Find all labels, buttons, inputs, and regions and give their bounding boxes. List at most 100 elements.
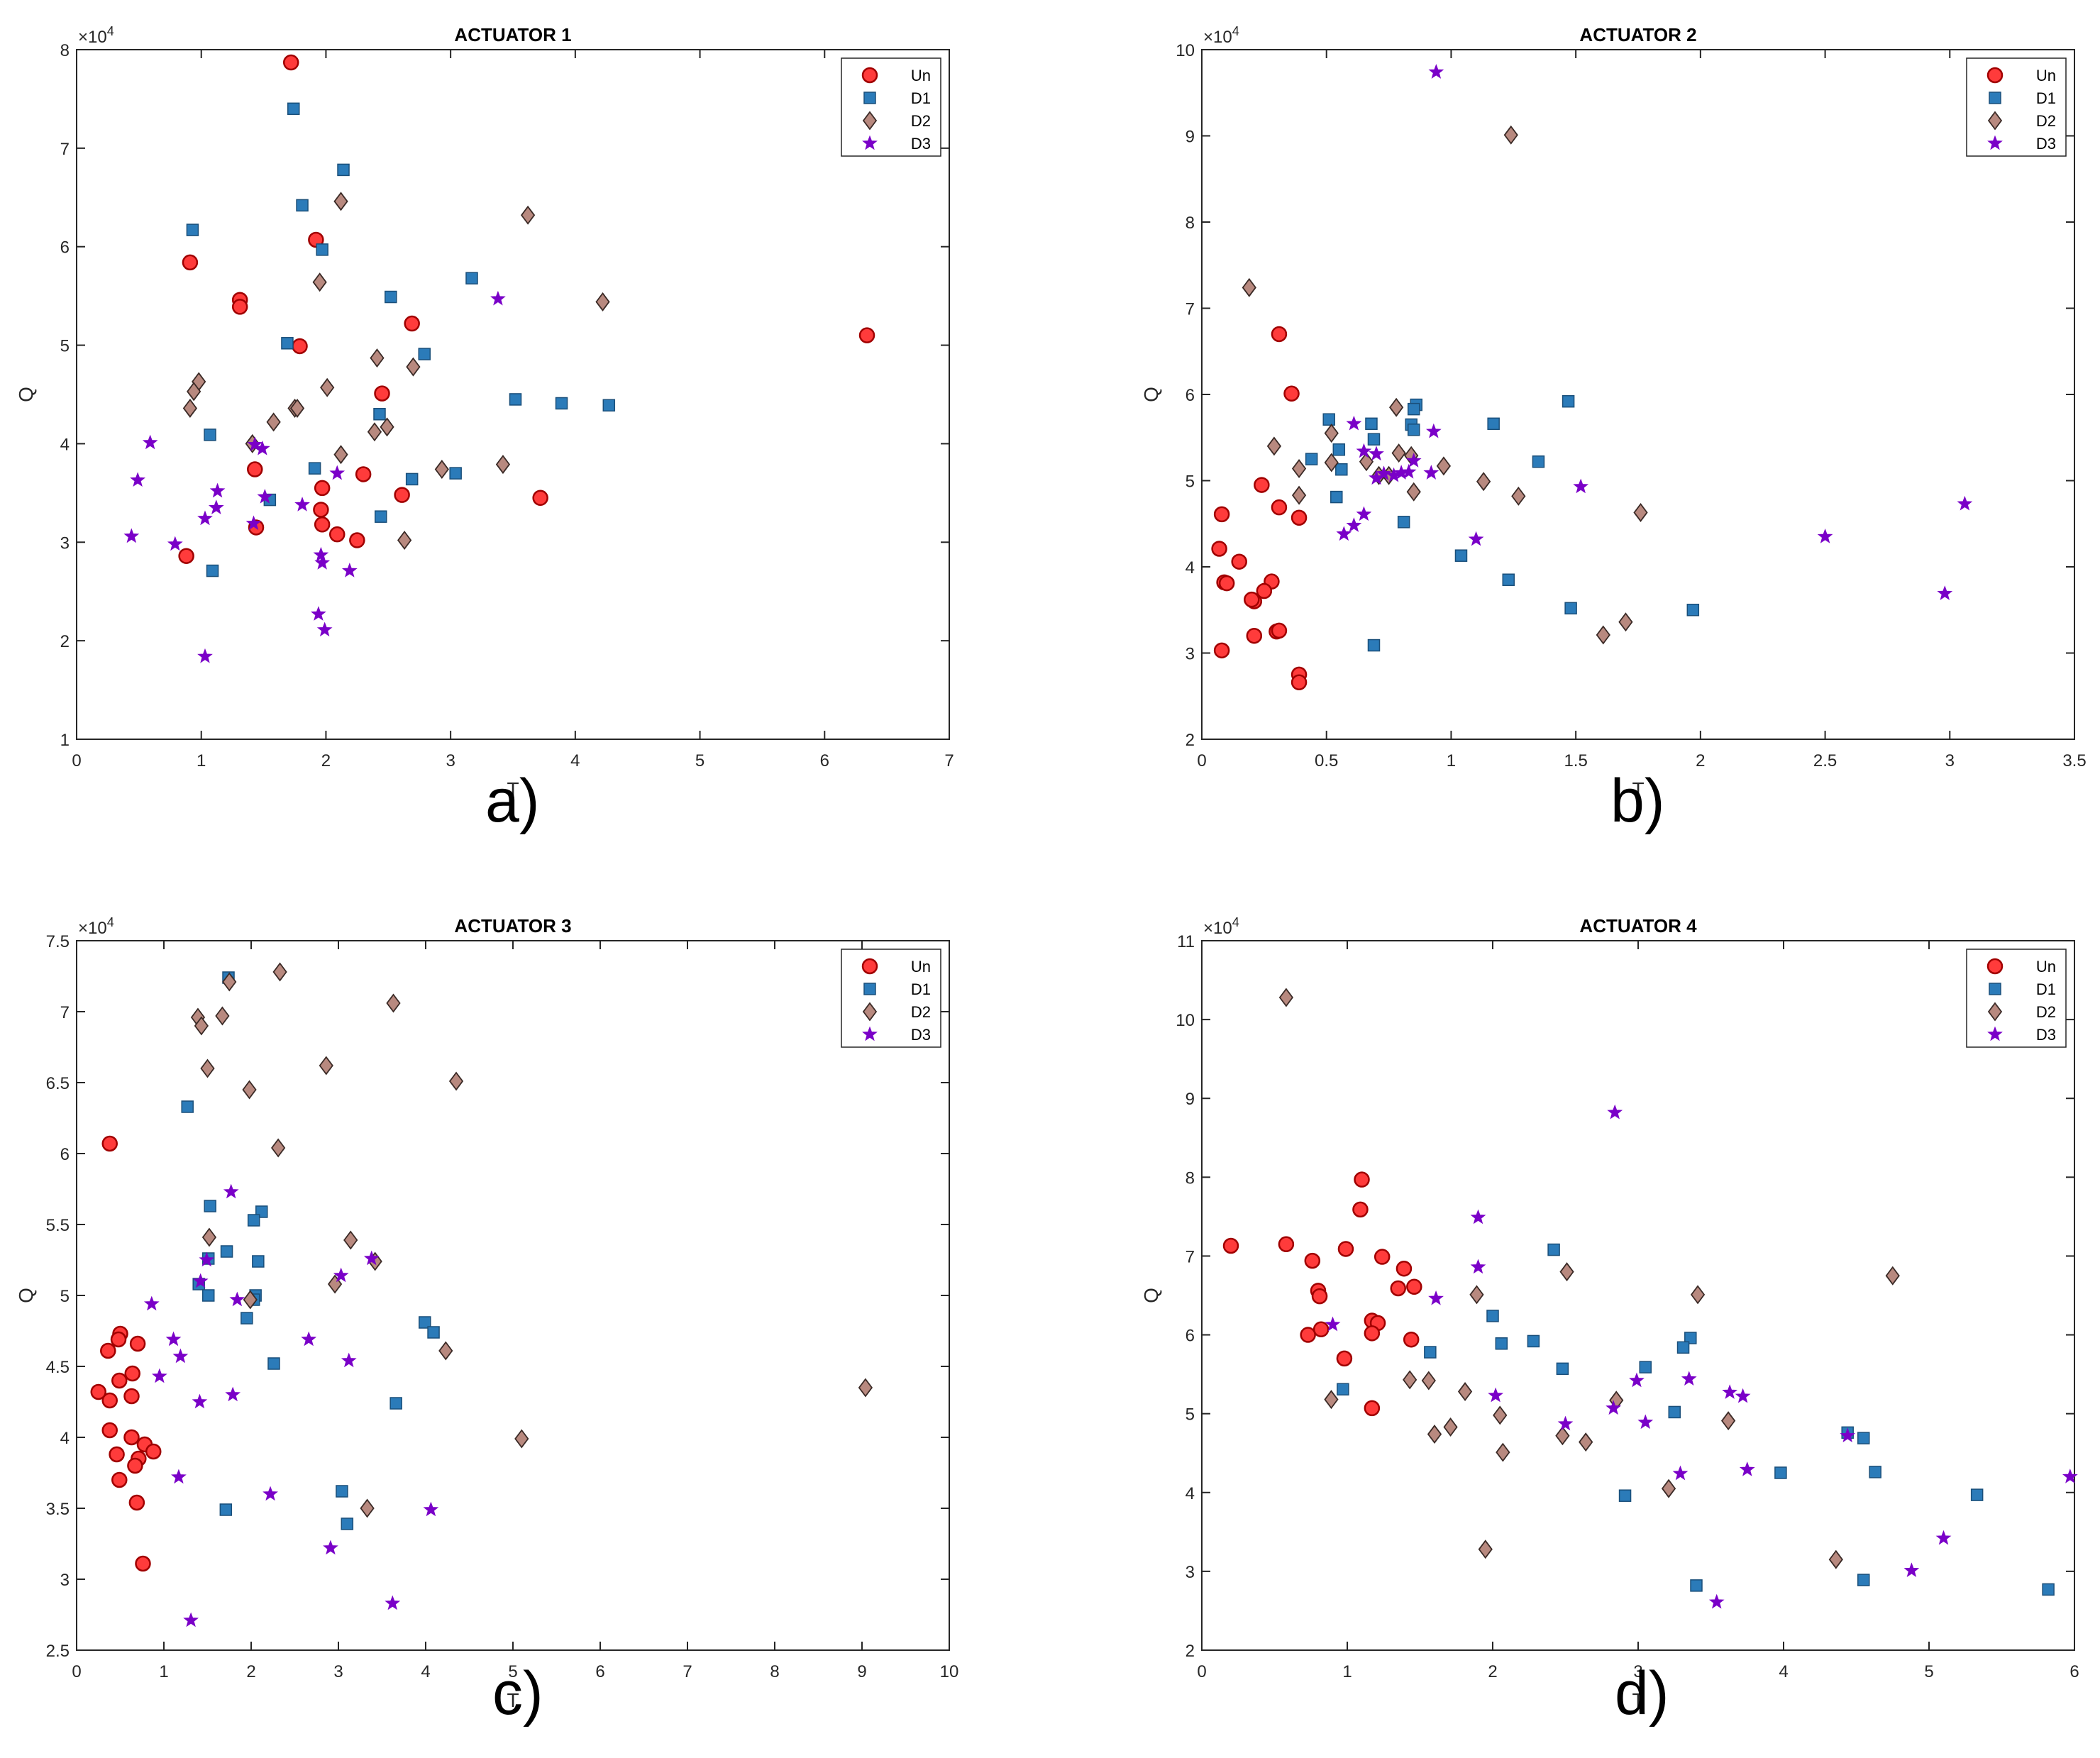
x-tick-label: 1 (159, 1662, 168, 1681)
data-point (110, 1331, 127, 1348)
data-point (1496, 1442, 1510, 1462)
data-point (1322, 413, 1335, 426)
data-point (1555, 1426, 1570, 1446)
data-point (1406, 482, 1421, 502)
data-point (1424, 1346, 1437, 1359)
legend-label: D2 (911, 112, 931, 130)
data-point (252, 1255, 265, 1268)
data-point (1403, 1331, 1420, 1348)
legend-marker-D3 (1987, 135, 2003, 150)
series-D3 (123, 290, 506, 663)
data-point (1354, 1171, 1370, 1188)
data-point (209, 482, 226, 498)
y-tick-label: 6 (60, 238, 70, 258)
legend-label: D3 (911, 1026, 931, 1044)
legend-marker-D1 (863, 92, 876, 104)
data-point (394, 487, 410, 503)
y-tick-label: 3 (60, 1571, 70, 1590)
data-point (1428, 1290, 1444, 1305)
x-tick-label: 0 (72, 751, 81, 770)
data-point (1278, 1236, 1295, 1253)
data-point (333, 1267, 349, 1283)
data-point (1618, 612, 1633, 632)
legend-label: D3 (2036, 1026, 2056, 1044)
x-tick-label: 3 (446, 751, 455, 770)
series-Un (90, 1135, 162, 1572)
data-point (1356, 443, 1372, 458)
data-point (1291, 509, 1308, 526)
legend-marker-Un (861, 67, 878, 84)
data-point (1511, 486, 1526, 506)
y-tick-label: 5.5 (46, 1216, 70, 1235)
data-point (1493, 1405, 1508, 1425)
data-point (1774, 1466, 1787, 1479)
data-point (129, 1335, 146, 1352)
data-point (1391, 443, 1406, 463)
data-point (1739, 1461, 1755, 1476)
x-axis-label: T (507, 778, 519, 800)
y-tick-label: 3 (1186, 645, 1195, 664)
data-point (181, 1100, 194, 1113)
x-tick-label: 1 (197, 751, 206, 770)
y-tick-label: 2 (60, 632, 70, 651)
x-tick-label: 1 (1447, 751, 1456, 770)
legend-marker-D2 (862, 1002, 878, 1022)
data-point (313, 502, 329, 518)
series-D1 (181, 971, 440, 1530)
data-point (167, 536, 183, 551)
series-D3 (1336, 64, 1973, 600)
data-point (1970, 1488, 1984, 1501)
data-point (1346, 415, 1362, 431)
data-point (241, 1312, 253, 1325)
data-point (266, 412, 281, 432)
data-point (314, 480, 331, 497)
data-point (1676, 1341, 1690, 1354)
legend-label: D3 (911, 135, 931, 153)
data-point (1369, 446, 1384, 461)
data-point (1487, 417, 1500, 431)
data-point (1364, 1325, 1381, 1342)
data-point (1291, 485, 1307, 505)
x-tick-label: 0.5 (1315, 751, 1338, 770)
y-tick-label: 4.5 (46, 1358, 70, 1377)
x-tick-label: 7 (944, 751, 954, 770)
x-tick-label: 6 (595, 1662, 604, 1681)
data-point (434, 460, 449, 480)
data-point (495, 455, 511, 475)
legend-marker-D1 (863, 983, 876, 995)
data-point (229, 1291, 245, 1307)
data-point (509, 393, 522, 406)
y-tick-label: 8 (60, 41, 70, 60)
data-point (1396, 1260, 1413, 1277)
y-tick-label: 7.5 (46, 932, 70, 951)
data-point (449, 467, 462, 480)
x-tick-label: 2.5 (1813, 751, 1837, 770)
data-point (128, 1494, 145, 1511)
y-tick-label: 4 (60, 1429, 70, 1448)
data-point (254, 440, 270, 455)
data-point (1304, 1252, 1321, 1269)
y-tick-label: 2.5 (46, 1642, 70, 1661)
data-point (282, 54, 299, 71)
data-point (182, 398, 198, 418)
y-tick-label: 2 (1186, 1642, 1195, 1661)
x-tick-label: 2 (321, 751, 331, 770)
data-point (1271, 326, 1288, 343)
data-point (320, 377, 335, 397)
y-axis-label: Q (15, 1288, 37, 1303)
data-point (197, 510, 213, 526)
data-point (1211, 541, 1227, 557)
y-tick-label: 11 (1177, 932, 1195, 951)
data-point (1254, 477, 1270, 493)
data-point (374, 510, 387, 523)
y-exponent-label: ×104 (78, 24, 114, 47)
data-point (1213, 642, 1230, 659)
data-point (1367, 638, 1381, 652)
data-point (374, 385, 390, 402)
data-point (219, 1503, 233, 1516)
x-tick-label: 0 (1197, 1662, 1206, 1681)
data-point (1337, 1241, 1354, 1257)
legend-label: Un (2036, 67, 2056, 84)
data-point (337, 163, 350, 177)
data-point (341, 1352, 357, 1368)
